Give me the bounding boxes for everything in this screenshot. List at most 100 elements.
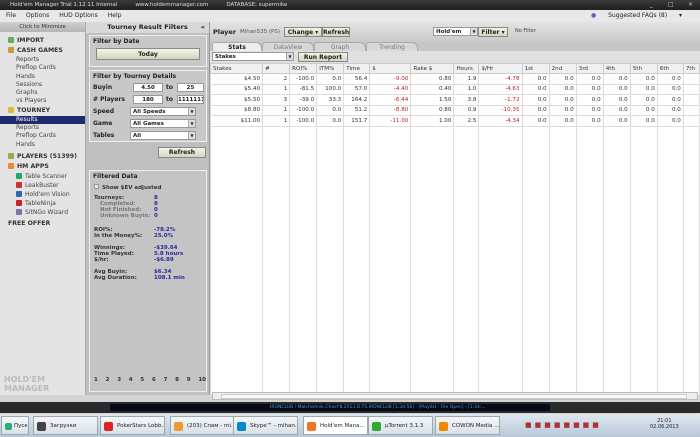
refresh-filters-button[interactable]: Refresh	[158, 147, 206, 158]
page-link[interactable]: 7	[163, 377, 168, 383]
tab-dataview[interactable]: DataView	[262, 42, 314, 51]
taskbar-item[interactable]: µTorrent 3.1.3	[368, 416, 433, 435]
page-link[interactable]: 2	[105, 377, 110, 383]
sidebar-item-cash[interactable]: Reports	[16, 56, 40, 63]
sidebar-item-cash[interactable]: Preflop Cards	[16, 64, 56, 72]
menu-hud-options[interactable]: HUD Options	[59, 12, 98, 19]
sidebar-app[interactable]: LeakBuster	[0, 181, 85, 190]
column-header[interactable]: 6th	[656, 63, 684, 74]
page-link[interactable]: 10	[198, 377, 206, 383]
horizontal-scrollbar[interactable]	[212, 392, 698, 400]
column-header[interactable]: 5th	[629, 63, 658, 74]
sidebar-import[interactable]: IMPORT	[0, 36, 85, 46]
page-link[interactable]: 3	[117, 377, 122, 383]
table-cell: -1.72	[478, 94, 523, 106]
sidebar-item-cash[interactable]: Graphs	[16, 89, 38, 97]
column-header[interactable]: Time	[343, 63, 371, 74]
sidebar-item-tourney[interactable]: Preflop Cards	[16, 132, 56, 140]
game-select[interactable]: All Games ▼	[130, 119, 196, 128]
table-row[interactable]: $4.50 2 -100.0 0.0 56.4 -9.00 0.80 1.9 -4.78 0.0 0…	[209, 73, 700, 85]
column-header[interactable]: 2nd	[548, 63, 577, 74]
menu-options[interactable]: Options	[26, 12, 50, 19]
sidebar-players[interactable]: PLAYERS (51399)	[0, 152, 85, 162]
page-link[interactable]: 5	[140, 377, 145, 383]
sidebar-free-offer[interactable]: FREE OFFER	[8, 219, 51, 227]
column-header[interactable]: 7th	[682, 63, 700, 74]
table-row[interactable]: $5.40 1 -81.5 100.0 57.0 -4.40 0.40 1.0 -4.63 0.0…	[209, 83, 700, 95]
column-header[interactable]: Stakes	[209, 63, 264, 74]
menu-file[interactable]: File	[6, 12, 17, 19]
sidebar-item-cash[interactable]: Sessions	[16, 80, 43, 88]
stat-value: 8	[154, 195, 158, 201]
page-link[interactable]: 6	[151, 377, 156, 383]
game-type-select[interactable]: Hold'em ▼	[433, 27, 478, 36]
sidebar-app[interactable]: Hold'em Vision	[0, 190, 85, 199]
sidebar-app[interactable]: SitNGo Wizard	[0, 208, 85, 217]
page-link[interactable]: 9	[186, 377, 191, 383]
sidebar-cash-games[interactable]: CASH GAMES	[0, 46, 85, 56]
speed-select[interactable]: All Speeds ▼	[130, 107, 196, 116]
tab-graph[interactable]: Graph	[314, 42, 366, 51]
close-panel-icon[interactable]: «	[200, 23, 205, 31]
clock[interactable]: 21:01 02.06.2013	[650, 418, 679, 430]
minimize-sidebar-button[interactable]: Click to Minimize	[0, 22, 85, 32]
ev-checkbox[interactable]: Show $EV adjusted	[94, 184, 161, 191]
column-header[interactable]: Rake $	[410, 63, 455, 74]
sidebar-item-tourney[interactable]: Reports	[16, 124, 40, 132]
column-header[interactable]: $/Hr	[478, 63, 523, 74]
column-header[interactable]: ROI%	[289, 63, 318, 74]
report-select[interactable]: Stakes ▼	[212, 52, 294, 61]
tab-trending[interactable]: Trending	[366, 42, 418, 51]
app-icon	[307, 422, 316, 431]
taskbar-item[interactable]: PokerStars Lobb...	[100, 416, 165, 435]
maximize-button[interactable]: □	[668, 1, 674, 8]
players-from-input[interactable]: 180	[133, 95, 163, 104]
table-row[interactable]: $11.00 1 -100.0 0.0 151.7 -11.00 1.00 2.5 -4.34 0…	[209, 115, 700, 127]
sidebar-hm-apps[interactable]: HM APPS	[0, 162, 85, 172]
buyin-from-input[interactable]: 4.50	[133, 83, 163, 92]
suggested-faqs[interactable]: ● Suggested FAQs (8) ▾	[590, 12, 682, 19]
table-row[interactable]: $8.80 1 -100.0 0.0 51.2 -8.80 0.80 0.9 -10.35 0.0…	[209, 104, 700, 116]
column-header[interactable]: #	[262, 63, 291, 74]
column-header[interactable]: 4th	[602, 63, 631, 74]
refresh-button[interactable]: Refresh	[322, 27, 350, 37]
page-link[interactable]: 8	[175, 377, 179, 383]
sidebar-item-tourney[interactable]: Results	[0, 115, 85, 125]
table-cell: 33.3	[316, 94, 345, 106]
table-row[interactable]: $5.50 3 -39.0 33.3 164.2 -6.44 1.50 3.8 -1.72 0.0…	[209, 94, 700, 106]
today-button[interactable]: Today	[96, 48, 200, 60]
change-player-button[interactable]: Change ▾	[284, 27, 322, 37]
to-label: to	[166, 96, 173, 103]
sidebar-tourney[interactable]: TOURNEY	[0, 106, 85, 116]
taskbar-item[interactable]: Skype™ - mihan...	[233, 416, 298, 435]
filter-button[interactable]: Filter ▾	[478, 27, 508, 37]
column-header[interactable]: 1st	[521, 63, 550, 74]
taskbar-item[interactable]: (203) Спам - mi...	[170, 416, 235, 435]
sidebar-app[interactable]: Table Scanner	[0, 172, 85, 181]
column-header[interactable]: ITM%	[316, 63, 345, 74]
scroll-thumb[interactable]	[221, 394, 687, 399]
task-label: Skype™ - mihan...	[250, 423, 298, 429]
column-header[interactable]: $	[369, 63, 412, 74]
tables-select[interactable]: All ▼	[130, 131, 196, 140]
faq-icon: ●	[590, 12, 597, 19]
sidebar-item-cash[interactable]: vs Players	[16, 97, 47, 105]
start-button[interactable]: Пуск	[1, 416, 29, 435]
players-to-input[interactable]: 1111111	[177, 95, 204, 104]
page-link[interactable]: 1	[94, 377, 98, 383]
minimize-button[interactable]: _	[650, 1, 653, 8]
page-link[interactable]: 4	[128, 377, 133, 383]
sidebar-item-cash[interactable]: Hands	[16, 72, 35, 80]
run-report-button[interactable]: Run Report	[298, 52, 348, 62]
sidebar-app[interactable]: TableNinja	[0, 199, 85, 208]
taskbar-item[interactable]: COWON Media ...	[435, 416, 500, 435]
taskbar-item[interactable]: Загрузки	[33, 416, 98, 435]
tab-stats[interactable]: Stats	[212, 42, 262, 51]
taskbar-item[interactable]: Hold'em Mana...	[303, 416, 368, 435]
sidebar-item-tourney[interactable]: Hands	[16, 140, 35, 148]
menu-help[interactable]: Help	[107, 12, 122, 19]
buyin-to-input[interactable]: 25	[177, 83, 204, 92]
close-button[interactable]: ×	[688, 1, 694, 8]
column-header[interactable]: 3rd	[575, 63, 604, 74]
column-header[interactable]: Hours	[453, 63, 480, 74]
